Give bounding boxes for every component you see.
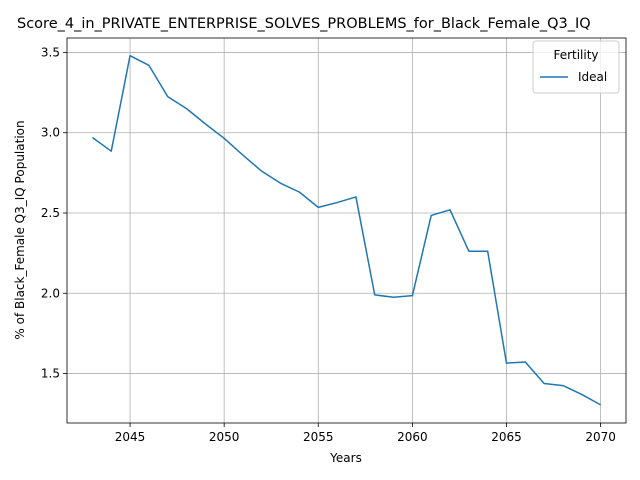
y-tick-label: 3.0 bbox=[41, 126, 60, 140]
y-tick-label: 2.5 bbox=[41, 206, 60, 220]
x-tick-label: 2055 bbox=[303, 430, 334, 444]
x-tick-label: 2060 bbox=[397, 430, 428, 444]
x-tick-label: 2065 bbox=[491, 430, 522, 444]
legend: Fertility Ideal bbox=[532, 40, 620, 94]
series-layer bbox=[91, 54, 601, 406]
x-tick-label: 2045 bbox=[115, 430, 146, 444]
x-tick-label: 2050 bbox=[209, 430, 240, 444]
legend-box bbox=[532, 40, 620, 94]
y-tick-label: 3.5 bbox=[41, 45, 60, 59]
x-tick-label: 2070 bbox=[585, 430, 616, 444]
series-line-ideal bbox=[91, 54, 601, 406]
legend-label-ideal: Ideal bbox=[578, 70, 607, 84]
grid bbox=[67, 38, 626, 423]
y-tick-label: 2.0 bbox=[41, 286, 60, 300]
x-axis-label: Years bbox=[329, 451, 362, 465]
y-tick-label: 1.5 bbox=[41, 367, 60, 381]
legend-title: Fertility bbox=[553, 48, 598, 62]
y-axis-label: % of Black_Female Q3_IQ Population bbox=[13, 120, 27, 339]
axis-ticks: 2045 2050 2055 2060 2065 2070 1.5 2.0 2.5 3.0 3.5 bbox=[41, 45, 616, 444]
chart-title: Score_4_in_PRIVATE_ENTERPRISE_SOLVES_PRO… bbox=[17, 16, 591, 32]
plot-area-frame bbox=[66, 37, 627, 424]
